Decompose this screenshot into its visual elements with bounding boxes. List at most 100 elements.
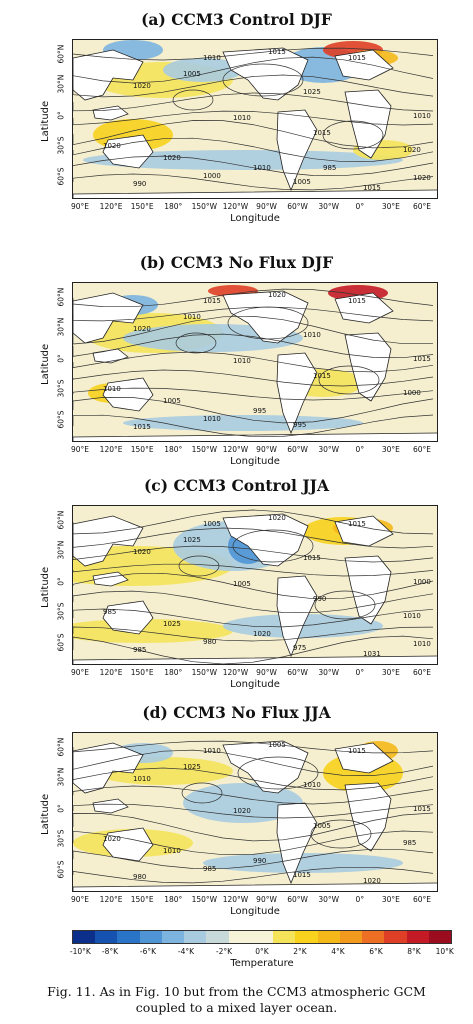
- isobar-label: 1010: [163, 847, 181, 855]
- isobar-label: 1015: [293, 871, 311, 879]
- figure-caption: Fig. 11. As in Fig. 10 but from the CCM3…: [20, 984, 453, 1016]
- isobar-line: [181, 782, 223, 804]
- isobar-line: [73, 590, 434, 614]
- y-tick-label: 30°S: [56, 829, 66, 848]
- x-tick-label: 180°: [164, 668, 183, 677]
- x-tick-label: 30°E: [381, 202, 400, 211]
- isobar-label: 1020: [133, 548, 151, 556]
- isobar-label: 1010: [303, 781, 321, 789]
- x-tick-row: 90°E 120°E 150°E 180° 150°W 120°W 90°W 60°W 30°W…: [71, 445, 438, 457]
- isobar-label: 1005: [163, 397, 181, 405]
- panel-title: (b) CCM3 No Flux DJF: [139, 253, 334, 272]
- isobar-line: [73, 635, 434, 664]
- x-tick-row: 90°E 120°E 150°E 180° 150°W 120°W 90°W 60°W 30°W…: [71, 895, 438, 907]
- colorbar-segment: [295, 931, 318, 943]
- isobar-label: 1015: [413, 805, 431, 813]
- x-tick-label: 150°W: [191, 202, 218, 211]
- isobar-line: [73, 288, 434, 308]
- temperature-anomaly-region: [83, 150, 403, 170]
- x-tick-label: 150°E: [130, 895, 154, 904]
- isobar-label: 1010: [303, 331, 321, 339]
- isobar-label: 1010: [233, 114, 251, 122]
- x-tick-label: 180°: [164, 202, 183, 211]
- x-tick-label: 0°: [355, 895, 365, 904]
- isobar-line: [175, 332, 217, 354]
- isobar-line: [314, 590, 376, 620]
- x-tick-label: 120°E: [99, 202, 123, 211]
- isobar-label: 1020: [103, 142, 121, 150]
- isobar-line: [73, 830, 434, 856]
- isobar-line: [227, 306, 309, 340]
- isobar-line: [73, 173, 434, 191]
- isobar-line: [73, 767, 434, 791]
- isobar-label: 975: [293, 644, 306, 652]
- isobar-label: 985: [323, 164, 336, 172]
- x-tick-label: 90°E: [70, 668, 90, 677]
- x-tick-label: 60°E: [412, 202, 432, 211]
- y-tick-label: 60°S: [56, 410, 66, 429]
- y-tick-label: 60°N: [56, 510, 66, 530]
- colorbar-segment: [273, 931, 296, 943]
- colorbar-tick-label: 2°K: [293, 947, 307, 956]
- x-tick-label: 150°E: [130, 668, 154, 677]
- isobar-label: 1015: [133, 423, 151, 431]
- isobar-label: 1000: [413, 578, 431, 586]
- isobar-label: 1010: [203, 747, 221, 755]
- y-tick-label: 0°: [56, 804, 66, 813]
- isobar-label: 1000: [203, 172, 221, 180]
- isobar-line: [73, 333, 434, 359]
- x-tick-label: 120°W: [222, 895, 249, 904]
- map-plot-area: 1005 1020 1025 1015 1020 1015 1005 1000 990 985 10…: [72, 505, 438, 665]
- x-tick-label: 120°W: [222, 202, 249, 211]
- continent-outline: [334, 515, 394, 547]
- x-tick-row: 90°E 120°E 150°E 180° 150°W 120°W 90°W 60°W 30°W…: [70, 668, 438, 680]
- colorbar-segment: [406, 931, 429, 943]
- colorbar-tick-label: -2°K: [215, 947, 233, 956]
- isobar-label: 1015: [413, 355, 431, 363]
- caption-line-2: coupled to a mixed layer ocean.: [135, 1000, 338, 1015]
- x-tick-label: 60°W: [287, 895, 308, 904]
- y-tick-label: 0°: [56, 354, 66, 363]
- x-tick-label: 150°E: [130, 202, 154, 211]
- y-tick-label: 30°S: [56, 602, 66, 621]
- x-tick-label: 90°W: [256, 445, 277, 454]
- colorbar-tick-label: -4°K: [177, 947, 195, 956]
- y-axis-label: Latitude: [40, 793, 51, 835]
- isobar-label: 1015: [203, 297, 221, 305]
- isobar-label: 1010: [103, 385, 121, 393]
- isobar-line: [73, 866, 434, 884]
- isobar-label: 985: [133, 646, 146, 654]
- colorbar-segment: [161, 931, 185, 943]
- isobar-line: [73, 740, 434, 754]
- isobar-label: 1020: [163, 154, 181, 162]
- colorbar-tick-label: -8°K: [101, 947, 119, 956]
- x-tick-label: 150°W: [191, 445, 218, 454]
- x-tick-label: 60°W: [287, 668, 308, 677]
- x-tick-label: 150°W: [191, 895, 218, 904]
- x-tick-label: 30°E: [381, 895, 400, 904]
- continent-outline: [73, 882, 437, 891]
- x-tick-label: 60°W: [287, 445, 308, 454]
- isobar-label: 1025: [183, 763, 201, 771]
- colorbar-tick-label: -10°K: [69, 947, 91, 956]
- continent-outline: [334, 49, 394, 81]
- isobar-line: [73, 306, 434, 322]
- isobar-line: [73, 387, 434, 401]
- x-tick-label: 90°W: [256, 895, 277, 904]
- isobar-line: [73, 351, 434, 373]
- isobar-label: 1015: [303, 554, 321, 562]
- isobar-label: 1010: [203, 415, 221, 423]
- temperature-colorbar: [72, 930, 452, 944]
- x-tick-label: 30°W: [318, 202, 340, 211]
- colorbar-tick-label: 6°K: [369, 947, 383, 956]
- isobar-line: [73, 803, 434, 819]
- map-plot-area: 1010 1015 1005 1015 1020 1025 1010 1010 1015 1020…: [72, 39, 438, 199]
- x-tick-label: 30°W: [318, 445, 340, 454]
- isobar-label: 1010: [253, 164, 271, 172]
- isobar-line: [73, 414, 434, 438]
- colorbar-tick-label: 4°K: [331, 947, 345, 956]
- isobar-label: 1015: [348, 747, 366, 755]
- x-tick-label: 150°W: [191, 668, 218, 677]
- colorbar-label: Temperature: [230, 958, 294, 969]
- isobar-line: [73, 74, 434, 98]
